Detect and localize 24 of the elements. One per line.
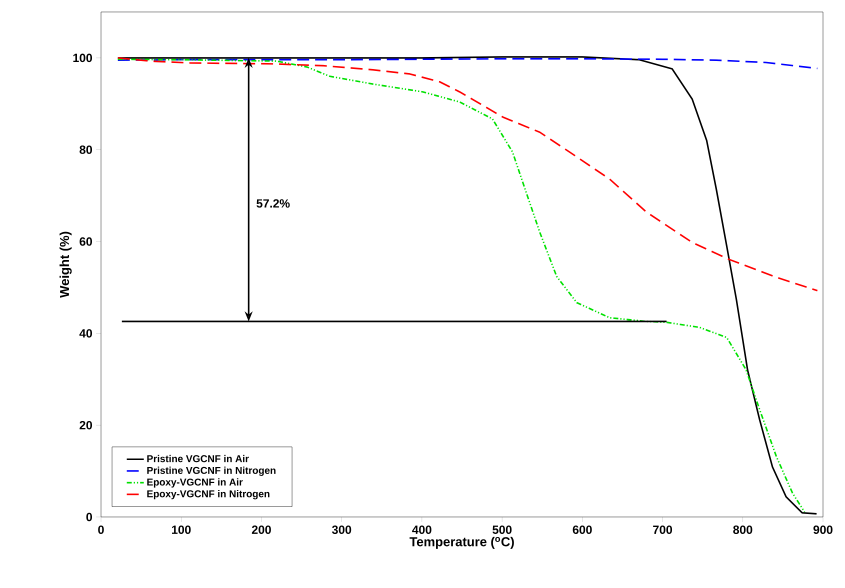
x-tick-label: 200 — [252, 525, 271, 534]
x-tick-label: 500 — [492, 525, 512, 534]
x-tick-label: 0 — [98, 525, 104, 534]
x-tick-label: 100 — [172, 525, 191, 534]
line-series — [117, 57, 818, 292]
y-tick-label: 60 — [80, 237, 92, 246]
x-tick-label: 700 — [653, 525, 672, 534]
legend-label: Epoxy-VGCNF in Nitrogen — [147, 490, 270, 500]
legend-label: Epoxy-VGCNF in Air — [147, 478, 243, 488]
y-tick-label: 100 — [73, 54, 92, 62]
annotation: 57.2% — [256, 199, 290, 208]
legend-label: Pristine VGCNF in Air — [147, 454, 249, 462]
y-tick-label: 0 — [86, 512, 92, 522]
y-tick-label: 80 — [80, 145, 92, 154]
y-axis-title: Weight (%) — [60, 232, 72, 298]
x-tick-label: 400 — [412, 525, 432, 534]
legend-label: Pristine VGCNF in Nitrogen — [147, 466, 276, 476]
x-tick-label: 800 — [733, 525, 752, 534]
x-tick-label: 300 — [332, 525, 352, 534]
x-axis-title: Temperature ($^{o}$C) — [410, 536, 514, 549]
x-tick-label: 600 — [572, 525, 592, 534]
y-tick-label: 40 — [79, 329, 92, 338]
y-tick-label: 20 — [80, 420, 92, 430]
x-tick-label: 900 — [813, 525, 832, 534]
